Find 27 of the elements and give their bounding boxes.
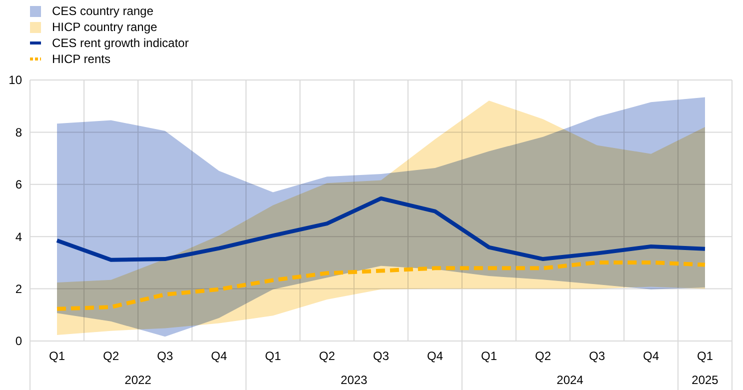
x-tick-label: Q1 <box>264 349 282 363</box>
x-tick-label: Q2 <box>534 349 552 363</box>
text: 2022 <box>124 373 152 387</box>
legend-label: HICP country range <box>52 20 158 34</box>
x-tick-label: Q1 <box>480 349 498 363</box>
x-tick-label: Q2 <box>318 349 336 363</box>
y-tick-label: 6 <box>15 178 22 192</box>
y-tick-label: 10 <box>8 73 22 88</box>
x-tick-label: Q1 <box>696 349 714 363</box>
legend-label: CES rent growth indicator <box>52 36 189 50</box>
legend-label: CES country range <box>52 4 154 18</box>
x-tick-label: Q3 <box>588 349 606 363</box>
x-tick-label: Q3 <box>372 349 390 363</box>
x-tick-label: Q1 <box>48 349 66 363</box>
x-tick-label: Q4 <box>426 349 444 363</box>
x-tick-label: Q2 <box>102 349 120 363</box>
y-tick-label: 4 <box>15 230 22 244</box>
legend-label: HICP rents <box>52 52 110 66</box>
text: 2023 <box>340 373 368 387</box>
text: 2025 <box>692 373 719 387</box>
x-tick-label: Q3 <box>156 349 174 363</box>
text: 2024 <box>556 373 584 387</box>
y-tick-label: 0 <box>15 334 22 348</box>
x-tick-label: Q4 <box>642 349 660 363</box>
y-tick-label: 2 <box>15 282 22 296</box>
y-tick-label: 8 <box>15 125 22 140</box>
x-tick-label: Q4 <box>210 349 228 363</box>
